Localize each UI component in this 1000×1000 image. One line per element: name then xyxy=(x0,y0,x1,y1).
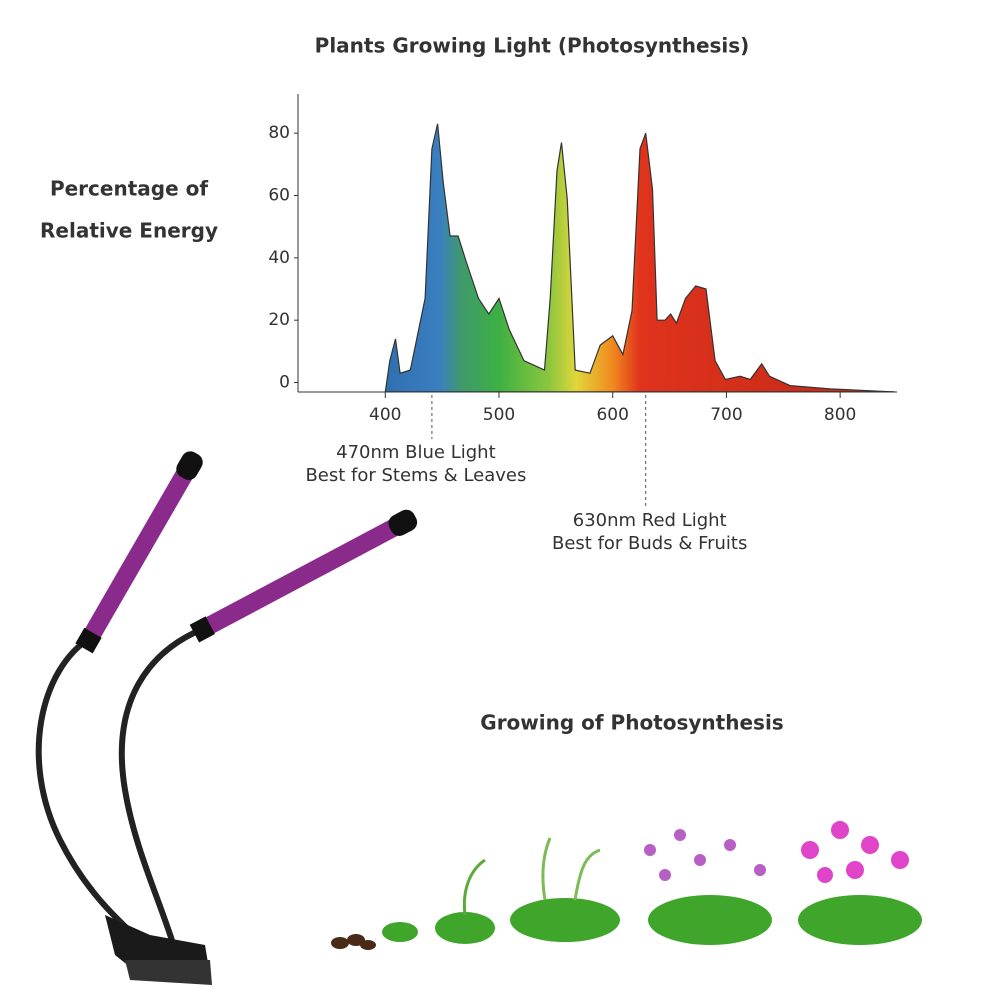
x-tick-label: 600 xyxy=(596,405,628,425)
annotation-text: 630nm Red Light xyxy=(573,510,727,531)
y-axis-label: Percentage of xyxy=(50,177,208,201)
y-tick-label: 0 xyxy=(279,373,290,393)
chart-title: Plants Growing Light (Photosynthesis) xyxy=(315,34,750,58)
illustration-title: Growing of Photosynthesis xyxy=(480,711,783,735)
y-tick-label: 40 xyxy=(268,248,290,268)
x-tick-label: 400 xyxy=(369,405,401,425)
y-tick-label: 20 xyxy=(268,310,290,330)
annotation-text: Best for Stems & Leaves xyxy=(305,465,526,486)
y-tick-label: 60 xyxy=(268,186,290,206)
annotation-text: 470nm Blue Light xyxy=(336,442,496,463)
x-tick-label: 800 xyxy=(824,405,856,425)
annotation-text: Best for Buds & Fruits xyxy=(552,533,747,554)
y-axis-label: Relative Energy xyxy=(40,219,218,243)
x-tick-label: 700 xyxy=(710,405,742,425)
lamp-illustration xyxy=(35,451,418,985)
y-tick-label: 80 xyxy=(268,123,290,143)
x-tick-label: 500 xyxy=(483,405,515,425)
plants-illustration xyxy=(331,821,922,950)
spectrum-area xyxy=(384,123,895,393)
